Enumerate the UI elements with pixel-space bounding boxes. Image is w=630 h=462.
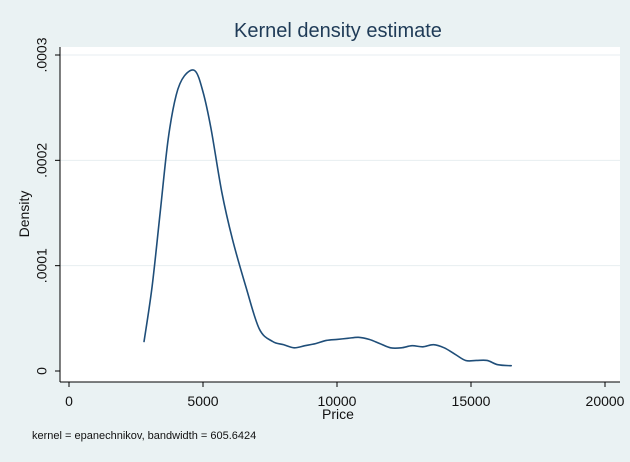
y-tick-label-3: .0003 [34,37,50,72]
y-axis-label: Density [16,191,32,238]
gridlines [60,54,620,267]
chart-note: kernel = epanechnikov, bandwidth = 605.6… [32,430,256,442]
series-group [143,69,512,367]
x-tick-label-4: 20000 [586,393,625,409]
y-tick-label-2: .0002 [34,143,50,178]
chart-title: Kernel density estimate [234,20,442,42]
x-tick-label-2: 10000 [318,393,357,409]
x-tick-label-1: 5000 [187,393,218,409]
y-tick-label-0: 0 [34,367,50,375]
density-line-0 [143,69,512,367]
plot-area [60,47,620,382]
axes [59,47,620,383]
tick-marks [55,54,606,387]
tick-labels: 0 5000 10000 15000 20000 0 .0001 .0002 .0003 [34,37,625,409]
x-tick-label-3: 15000 [452,393,491,409]
x-tick-label-0: 0 [65,393,73,409]
x-axis-label: Price [322,406,354,422]
y-tick-label-1: .0001 [34,248,50,283]
